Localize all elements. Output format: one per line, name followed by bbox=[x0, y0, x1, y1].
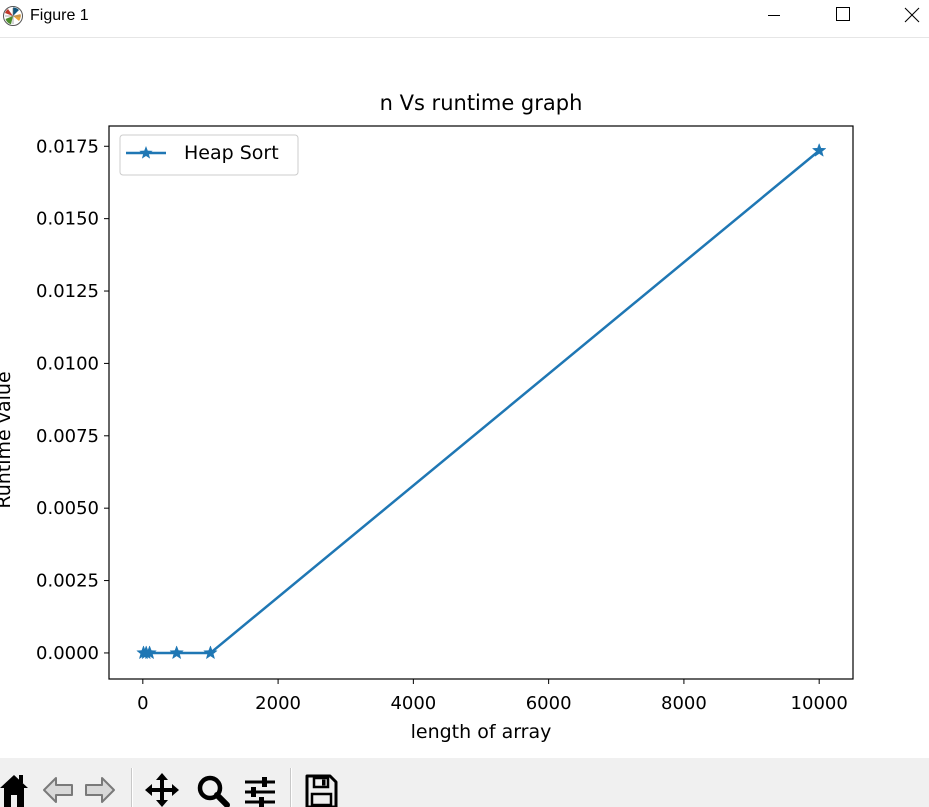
x-tick-label: 4000 bbox=[390, 693, 436, 714]
x-axis-label: length of array bbox=[411, 721, 552, 743]
x-tick-label: 8000 bbox=[661, 693, 707, 714]
series-line bbox=[143, 149, 820, 655]
y-tick-label: 0.0050 bbox=[36, 498, 99, 519]
back-button[interactable] bbox=[40, 768, 76, 807]
save-button[interactable] bbox=[303, 768, 339, 807]
x-tick-label: 6000 bbox=[526, 693, 572, 714]
zoom-button[interactable] bbox=[195, 768, 231, 807]
configure-subplots-icon bbox=[245, 777, 275, 807]
y-axis-label: Runtime value bbox=[0, 371, 15, 508]
toolbar-separator bbox=[290, 768, 292, 807]
y-tick-label: 0.0000 bbox=[36, 643, 99, 664]
maximize-button[interactable] bbox=[819, 0, 865, 30]
title-bar: Figure 1 bbox=[0, 0, 929, 38]
close-button[interactable] bbox=[883, 0, 929, 30]
data-point bbox=[811, 142, 827, 157]
y-tick-label: 0.0100 bbox=[36, 353, 99, 374]
navigation-toolbar bbox=[0, 758, 929, 807]
y-tick-label: 0.0125 bbox=[36, 281, 99, 302]
minimize-icon bbox=[768, 15, 780, 16]
forward-button[interactable] bbox=[82, 768, 118, 807]
line-chart: n Vs runtime graph 0 2000 4000 6000 8000 1000… bbox=[0, 91, 854, 743]
data-point bbox=[203, 645, 218, 660]
figure-canvas[interactable]: n Vs runtime graph 0 2000 4000 6000 8000 1000… bbox=[0, 38, 929, 758]
legend: Heap Sort bbox=[119, 134, 299, 176]
plot-area: 0 2000 4000 6000 8000 10000 0.0000 0.0025 0.0050… bbox=[36, 125, 854, 714]
pan-icon bbox=[145, 773, 179, 807]
configure-subplots-button[interactable] bbox=[242, 768, 278, 807]
axes-frame bbox=[108, 125, 854, 680]
minimize-button[interactable] bbox=[749, 0, 795, 30]
x-tick-label: 10000 bbox=[791, 693, 848, 714]
back-icon bbox=[43, 777, 73, 803]
x-tick-label: 2000 bbox=[255, 693, 301, 714]
toolbar-separator bbox=[131, 768, 133, 807]
forward-icon bbox=[85, 777, 115, 803]
y-tick-label: 0.0075 bbox=[36, 426, 99, 447]
zoom-icon bbox=[197, 775, 230, 807]
y-tick-label: 0.0150 bbox=[36, 209, 99, 230]
y-tick-label: 0.0025 bbox=[36, 571, 99, 592]
legend-marker bbox=[139, 146, 153, 159]
maximize-icon bbox=[836, 7, 850, 21]
close-icon bbox=[904, 7, 920, 23]
y-tick-label: 0.0175 bbox=[36, 136, 99, 157]
window-title: Figure 1 bbox=[30, 7, 89, 24]
legend-box bbox=[119, 134, 299, 176]
home-button[interactable] bbox=[0, 768, 34, 807]
legend-label: Heap Sort bbox=[184, 142, 279, 164]
save-icon bbox=[305, 774, 338, 807]
pan-button[interactable] bbox=[144, 768, 180, 807]
data-point bbox=[142, 645, 157, 660]
home-icon bbox=[0, 775, 28, 807]
x-tick-label: 0 bbox=[137, 693, 148, 714]
data-point bbox=[169, 645, 184, 660]
matplotlib-logo-icon bbox=[3, 6, 23, 26]
chart-title: n Vs runtime graph bbox=[380, 91, 583, 115]
